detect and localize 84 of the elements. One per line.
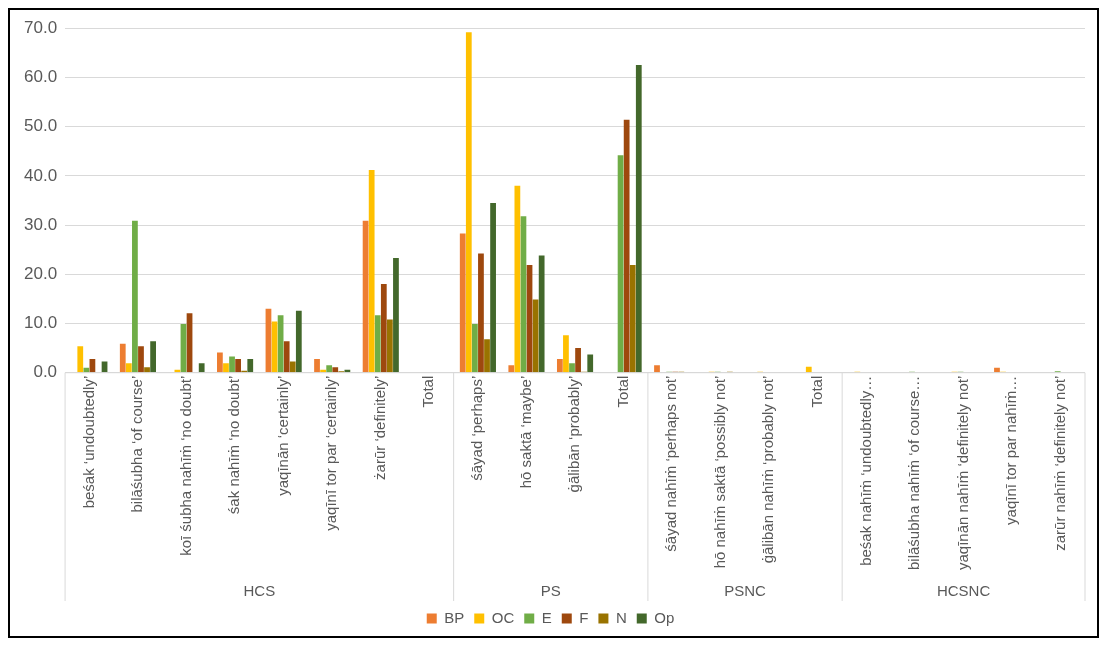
bar xyxy=(587,354,594,373)
x-tick-label: koī śubha nahīṁ ‘no doubt’ xyxy=(176,375,194,556)
x-tick-label: śāyad ‘perhaps’ xyxy=(468,375,486,481)
x-tick-label: hō saktā ‘maybe’ xyxy=(516,375,534,489)
x-tick-label: Total xyxy=(419,375,437,408)
bar xyxy=(654,365,660,373)
bar xyxy=(223,363,229,373)
text: HCS xyxy=(243,581,276,599)
bar xyxy=(295,310,302,373)
bar xyxy=(368,169,375,373)
x-tick-label: yaqīnī tor par nahīṁ… xyxy=(1002,375,1020,525)
bar xyxy=(326,365,333,373)
x-tick-label: beśak ‘undoubtedly’ xyxy=(79,375,97,509)
x-tick-label: śak nahīṁ ‘no doubt’ xyxy=(225,375,243,515)
y-tick-label: 70.0 xyxy=(23,17,58,37)
bar xyxy=(635,65,642,373)
bar xyxy=(805,366,812,373)
bar xyxy=(77,346,84,373)
x-tick-label: hō nahīṁ saktā ‘possibly not’ xyxy=(710,375,728,569)
bar xyxy=(144,367,150,373)
x-tick-label: beśak nahīṁ ‘undoubtedly… xyxy=(856,375,874,566)
y-tick-label: 50.0 xyxy=(23,116,58,136)
bar xyxy=(465,32,472,373)
bar xyxy=(563,335,569,373)
bar xyxy=(247,358,254,373)
bar xyxy=(994,367,1000,373)
x-tick-label: ġālibān ‘probably’ xyxy=(565,375,583,493)
bar xyxy=(150,341,156,373)
legend-label: OC xyxy=(491,608,515,626)
x-tick-label: bilāśubha nahīṁ ‘of course… xyxy=(905,375,923,570)
bar xyxy=(198,363,205,373)
bar xyxy=(119,343,126,373)
text: PS xyxy=(540,581,561,599)
bar xyxy=(283,341,290,373)
bar xyxy=(508,365,515,373)
bar xyxy=(332,367,339,373)
bar xyxy=(629,264,636,373)
x-tick-label: yaqīnī tor par ‘certainly’ xyxy=(322,375,340,531)
bar xyxy=(229,356,235,373)
x-tick-label: yaqīnān ‘certainly’ xyxy=(273,375,291,496)
legend-label: N xyxy=(615,608,627,626)
x-tick-label: śāyad nahīṁ ‘perhaps not’ xyxy=(662,375,680,552)
bar xyxy=(478,253,484,373)
bar xyxy=(538,255,545,373)
y-tick-label: 40.0 xyxy=(23,165,58,185)
y-tick-label: 60.0 xyxy=(23,67,58,87)
bar xyxy=(125,363,132,373)
legend-label: E xyxy=(541,608,552,626)
x-tick-label: ġālibān nahīṁ ‘probably not’ xyxy=(759,375,777,564)
bar xyxy=(138,346,144,373)
bar xyxy=(314,358,320,373)
bar xyxy=(556,358,563,373)
y-tick-label: 10.0 xyxy=(23,313,58,333)
bar xyxy=(235,358,241,373)
legend-label: F xyxy=(579,608,589,626)
x-tick-label: żarūr ‘definitely’ xyxy=(370,375,388,480)
x-tick-label: zarūr nahīṁ ‘definitely not’ xyxy=(1050,375,1068,551)
text: HCSNC xyxy=(936,581,991,599)
bar xyxy=(217,352,223,373)
x-tick-label: bilāśubha ‘of course’ xyxy=(128,375,146,513)
bar xyxy=(374,315,381,373)
bar xyxy=(380,284,387,373)
y-tick-label: 0.0 xyxy=(33,362,58,382)
bar xyxy=(289,361,296,373)
text: PSNC xyxy=(724,581,767,599)
bar xyxy=(387,319,393,373)
bar xyxy=(623,119,630,373)
bar xyxy=(459,233,466,373)
bar xyxy=(490,202,496,373)
x-tick-label: yaqīnān nahīṁ ‘definitely not’ xyxy=(953,375,971,571)
bar xyxy=(471,323,478,373)
legend-label: BP xyxy=(444,608,465,626)
bar xyxy=(569,363,575,373)
x-tick-label: Total xyxy=(613,375,631,408)
bar xyxy=(575,348,581,373)
y-tick-label: 30.0 xyxy=(23,214,58,234)
x-tick-label: Total xyxy=(808,375,826,408)
bar xyxy=(514,185,521,373)
bar xyxy=(484,339,490,373)
y-tick-label: 20.0 xyxy=(23,263,58,283)
legend-label: Op xyxy=(654,608,675,626)
bar xyxy=(393,258,399,373)
bar xyxy=(83,367,90,373)
bar xyxy=(132,220,138,373)
